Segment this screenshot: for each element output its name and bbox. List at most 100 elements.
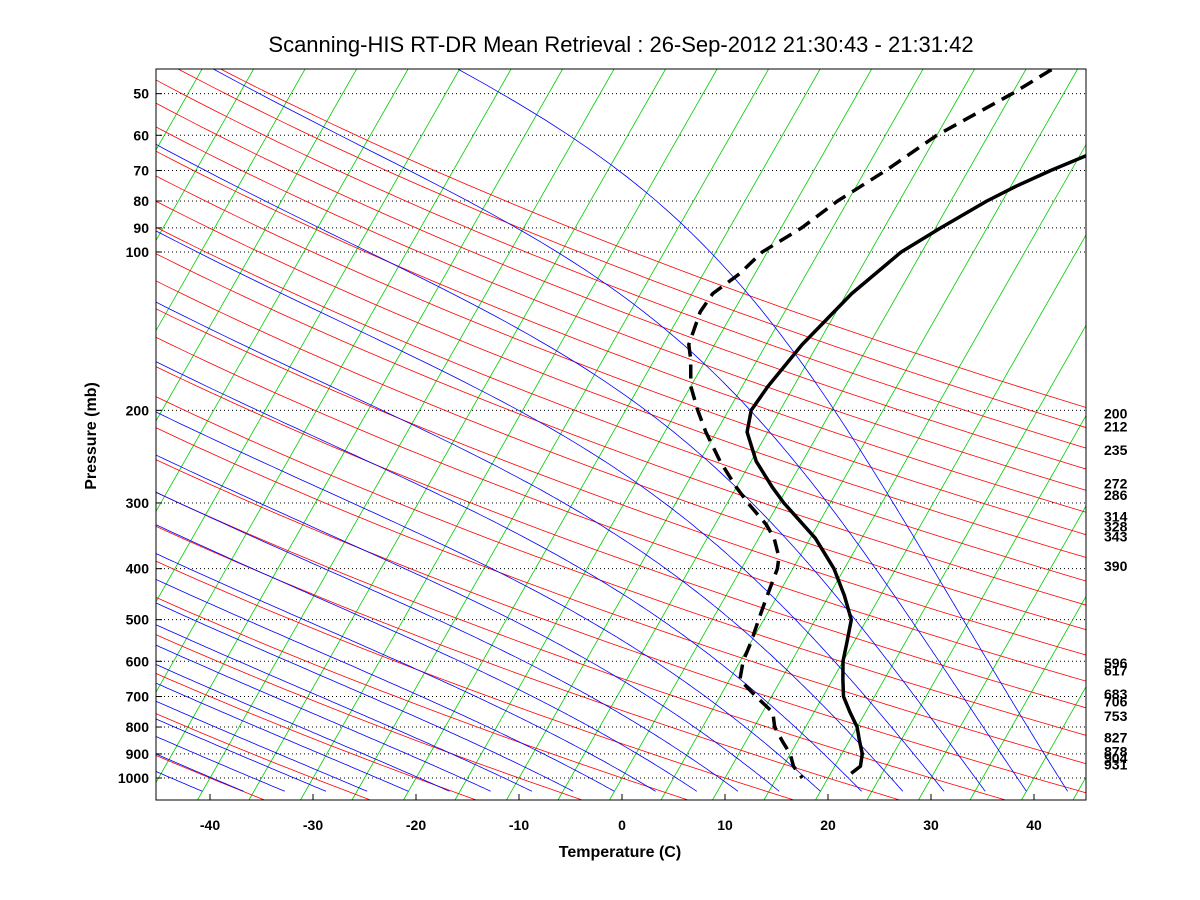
moist-adiabat-line	[156, 602, 574, 792]
isotherm-line	[156, 69, 306, 332]
right-level-label: 390	[1104, 558, 1128, 574]
moist-adiabat-line	[156, 718, 327, 792]
moist-adiabat-line	[156, 301, 904, 792]
x-axis-ticks: -40 -30 -20 -10 0 10 20 30 40	[200, 794, 1042, 833]
dry-adiabat-line	[156, 560, 794, 800]
x-tick-label: -40	[200, 817, 220, 833]
right-level-label: 753	[1104, 708, 1128, 724]
right-level-label: 200	[1104, 405, 1128, 421]
y-axis-ticks: 50 60 70 80 90 100 200 300 400 500 600 700 800 900 100…	[118, 86, 162, 786]
right-level-label: 286	[1104, 487, 1128, 503]
isotherm-line	[712, 143, 1086, 800]
dry-adiabat-line	[156, 491, 1006, 800]
isotherm-line	[197, 69, 615, 800]
right-level-label: 328	[1104, 518, 1128, 534]
series-temperature-line	[745, 153, 1086, 775]
series-dewpoint-line	[687, 69, 1053, 780]
x-axis-label: Temperature (C)	[559, 844, 681, 861]
isotherm-line	[156, 69, 357, 422]
dry-adiabat-line	[156, 150, 1086, 513]
y-tick-label: 80	[133, 193, 149, 209]
isotherm-line	[156, 69, 460, 603]
dry-adiabat-line	[156, 126, 1086, 491]
right-level-label: 706	[1104, 693, 1128, 709]
isotherm-line	[866, 414, 1086, 800]
right-level-label: 617	[1104, 663, 1128, 679]
isotherm-line	[156, 69, 563, 784]
moist-adiabat-line	[156, 411, 821, 792]
y-tick-label: 900	[126, 746, 150, 762]
right-level-label: 314	[1104, 508, 1128, 524]
isotherm-line	[403, 69, 821, 800]
y-tick-label: 600	[126, 653, 150, 669]
isotherm-line	[609, 69, 1027, 800]
x-tick-label: -20	[406, 817, 426, 833]
x-tick-label: 20	[820, 817, 836, 833]
dry-adiabat-line	[156, 102, 1086, 470]
moist-adiabat-line	[156, 143, 986, 792]
right-level-label: 343	[1104, 529, 1128, 545]
isotherm-line	[351, 69, 769, 800]
isotherm-line	[557, 69, 975, 800]
dry-adiabat-line	[156, 427, 1086, 765]
moist-adiabat-line	[156, 553, 656, 792]
moist-adiabat-line	[212, 69, 1027, 792]
isotherm-line	[300, 69, 718, 800]
dry-adiabat-line	[156, 673, 477, 800]
isotherm-line	[918, 505, 1086, 800]
y-tick-label: 60	[133, 127, 149, 143]
dry-adiabat-line	[156, 175, 1086, 536]
dry-adiabat-line	[156, 459, 1086, 794]
moist-adiabat-line	[156, 644, 491, 792]
moist-adiabat-line	[156, 578, 615, 792]
right-level-label: 212	[1104, 419, 1128, 435]
background-lines	[156, 69, 1086, 800]
moist-adiabat-line	[156, 700, 368, 792]
moist-adiabat-line	[156, 524, 698, 792]
y-tick-label: 700	[126, 689, 150, 705]
y-tick-label: 300	[126, 495, 150, 511]
sounding-series	[687, 69, 1086, 780]
y-tick-label: 50	[133, 86, 149, 102]
right-level-label: 878	[1104, 743, 1128, 759]
y-tick-label: 70	[133, 163, 149, 179]
moist-adiabat-line	[456, 69, 1068, 792]
right-level-label: 683	[1104, 686, 1128, 702]
dry-adiabat-line	[156, 596, 689, 800]
right-level-label: 827	[1104, 730, 1128, 746]
isotherm-line	[156, 69, 254, 242]
y-tick-label: 400	[126, 561, 150, 577]
moist-adiabat-line	[156, 736, 285, 792]
right-level-label: 904	[1104, 750, 1128, 766]
moist-adiabat-line	[156, 361, 862, 792]
y-axis-label: Pressure (mb)	[83, 382, 100, 490]
x-tick-label: -30	[303, 817, 323, 833]
dry-adiabat-line	[156, 308, 1086, 656]
x-tick-label: 10	[717, 817, 733, 833]
right-level-label: 272	[1104, 476, 1128, 492]
pressure-gridlines	[156, 93, 1086, 779]
dry-adiabat-line	[156, 79, 1086, 449]
y-tick-label: 800	[126, 719, 150, 735]
moist-adiabat-line	[156, 454, 780, 792]
x-tick-label: 0	[618, 817, 626, 833]
isotherm-line	[248, 69, 666, 800]
dry-adiabat-line	[156, 396, 1086, 736]
dry-adiabat-line	[156, 336, 1086, 682]
dry-adiabat-line	[177, 69, 1086, 428]
moist-adiabat-line	[156, 664, 450, 792]
moist-adiabat-line	[156, 491, 739, 792]
dry-adiabat-line	[156, 226, 1086, 582]
plot-area-frame	[155, 68, 1087, 801]
moist-adiabat-line	[156, 624, 533, 792]
isotherm-line	[156, 69, 512, 693]
moist-adiabat-line	[156, 682, 409, 792]
isotherm-line	[454, 69, 872, 800]
y-tick-label: 100	[126, 244, 150, 260]
isotherm-line	[815, 324, 1086, 800]
right-level-label: 596	[1104, 655, 1128, 671]
dry-adiabat-line	[156, 525, 900, 800]
y-tick-label: 90	[133, 220, 149, 236]
right-level-label: 931	[1104, 757, 1128, 773]
